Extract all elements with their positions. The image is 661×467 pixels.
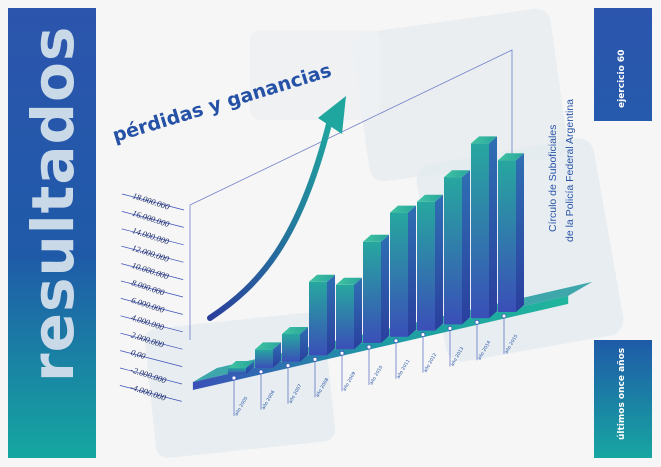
trend-arrow-line (207, 117, 333, 321)
bar-front (228, 368, 246, 374)
bar-top (498, 153, 524, 161)
trend-arrow-head (318, 96, 346, 134)
y-tick-line (119, 385, 182, 402)
bar-front (471, 143, 489, 319)
bar-front (417, 201, 435, 331)
right-top-band (594, 8, 652, 121)
y-tick-line (120, 350, 183, 367)
y-tick-line (121, 263, 184, 280)
bar-side (246, 361, 254, 374)
x-tick-dot (231, 375, 237, 381)
bar-side (462, 170, 470, 325)
bar-año 2015 (498, 153, 524, 312)
bar-side (300, 327, 308, 362)
bar-side (408, 205, 416, 337)
y-tick-line (121, 245, 184, 263)
bar-top (363, 234, 389, 242)
bar-año 2008 (309, 274, 335, 356)
left-color-band (8, 8, 96, 458)
bar-top (444, 170, 470, 178)
bar-año 2006 (255, 342, 281, 368)
x-tick-dot (501, 313, 507, 319)
x-tick-label: año 2007 (288, 383, 304, 405)
x-tick-dot (285, 363, 291, 369)
x-tick-dot (339, 350, 345, 356)
bar-side (327, 274, 335, 356)
trend-arrow (207, 96, 346, 321)
bar-año 2014 (471, 136, 497, 319)
y-tick-line (121, 211, 184, 228)
right-bottom-band (594, 340, 652, 458)
bar-año 2013 (444, 170, 470, 325)
x-tick-label: año 2014 (477, 340, 493, 362)
y-tick-label: -4.000.000 (129, 382, 168, 403)
bar-front (336, 284, 354, 350)
x-tick-dot (366, 344, 372, 350)
y-tick-line (119, 367, 183, 385)
bar-top (390, 205, 416, 213)
bar-side (381, 234, 389, 343)
bar-side (489, 136, 497, 319)
bar-top (309, 274, 335, 282)
bar-año 2005 (228, 361, 254, 374)
bar-año 2009 (336, 277, 362, 350)
y-tick-line (120, 332, 183, 350)
x-tick-label: año 2015 (504, 333, 520, 355)
x-tick-dot (447, 325, 453, 331)
x-tick-label: año 2010 (369, 364, 385, 386)
x-tick-label: año 2005 (234, 395, 250, 417)
x-tick-label: año 2012 (423, 352, 439, 374)
x-tick-label: año 2011 (396, 358, 412, 380)
y-tick-line (120, 280, 184, 298)
bar-año 2007 (282, 327, 308, 362)
bar-año 2011 (390, 205, 416, 337)
x-tick-label: año 2008 (315, 377, 331, 399)
x-tick-label: año 2009 (342, 371, 358, 393)
bar-top (471, 136, 497, 144)
bar-front (390, 212, 408, 337)
bar-front (363, 241, 381, 343)
y-tick-label: 0,00 (130, 347, 148, 361)
bar-side (354, 277, 362, 350)
bar-side (273, 342, 281, 368)
bar-front (309, 281, 327, 356)
x-tick-dot (312, 356, 318, 362)
bar-front (498, 160, 516, 312)
bar-front (255, 349, 273, 368)
bar-front (444, 177, 462, 325)
x-tick-dot (474, 319, 480, 325)
y-tick-line (121, 193, 185, 211)
bar-top (282, 327, 308, 334)
bar-top (255, 342, 281, 350)
y-axis-ticks: 18.000.00016.000.00014.000.00012.000.000… (119, 190, 185, 403)
x-tick-label: año 2013 (450, 346, 466, 368)
x-tick-label: año 2006 (261, 389, 277, 411)
bar-top (228, 361, 254, 368)
bar-side (516, 153, 524, 312)
bar-side (435, 194, 443, 331)
chart-bars (228, 136, 524, 374)
x-tick-dot (258, 369, 264, 375)
bar-año 2010 (363, 234, 389, 343)
x-tick-dot (393, 338, 399, 344)
y-tick-line (120, 298, 183, 315)
x-tick-dot (420, 332, 426, 338)
bar-año 2012 (417, 194, 443, 331)
y-tick-line (121, 228, 184, 246)
bar-front (282, 334, 300, 362)
bar-top (336, 277, 362, 285)
y-tick-line (120, 315, 183, 333)
bar-top (417, 194, 443, 202)
